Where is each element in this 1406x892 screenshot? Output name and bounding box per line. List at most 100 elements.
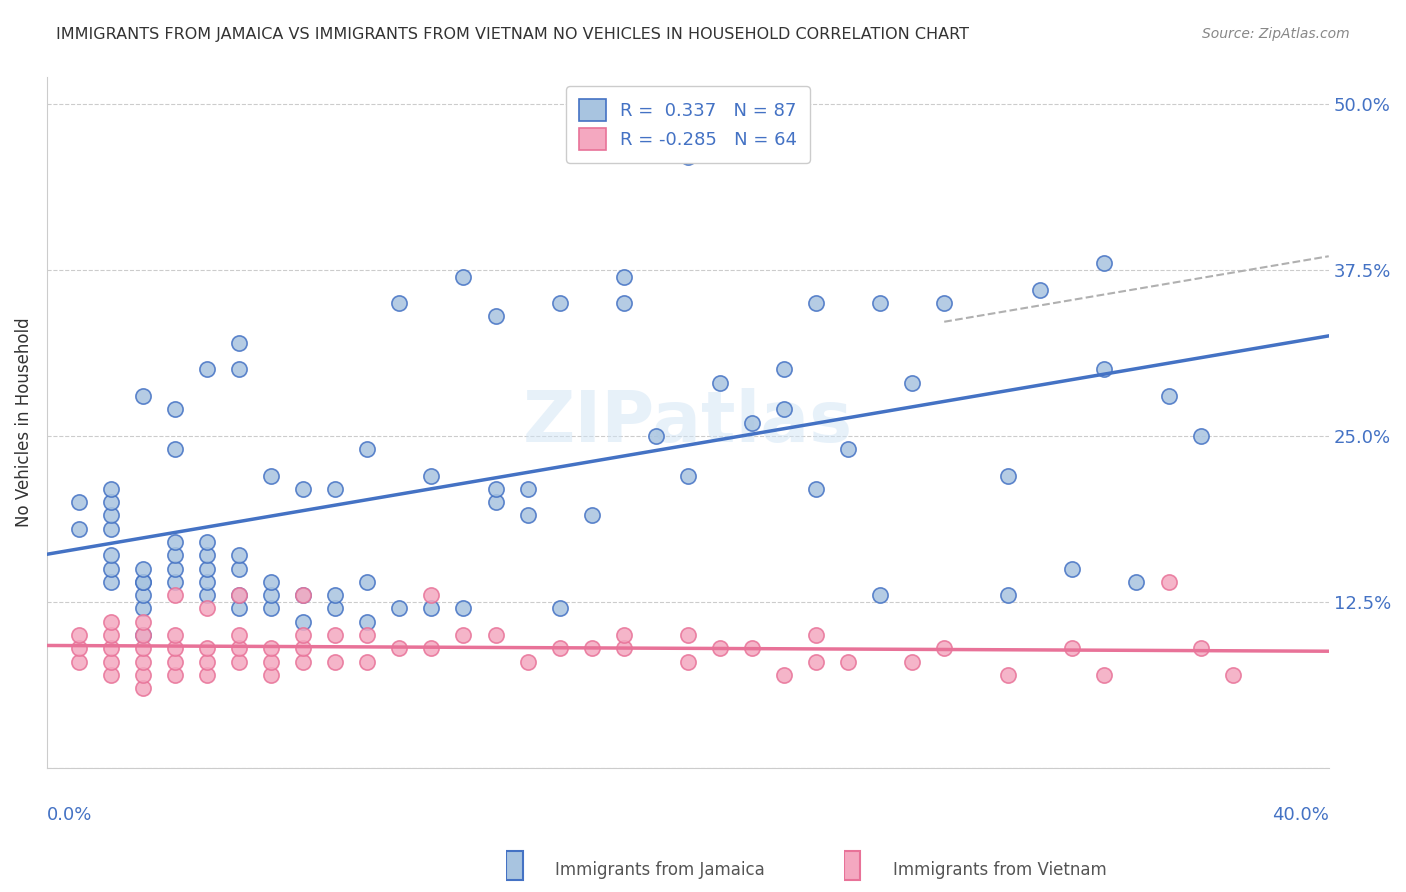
Immigrants from Jamaica (356, 574, 378, 589)
Immigrants from Jamaica (100, 574, 122, 589)
Immigrants from Vietnam (100, 655, 122, 669)
Immigrants from Jamaica (132, 628, 155, 642)
Text: IMMIGRANTS FROM JAMAICA VS IMMIGRANTS FROM VIETNAM NO VEHICLES IN HOUSEHOLD CORR: IMMIGRANTS FROM JAMAICA VS IMMIGRANTS FR… (56, 27, 969, 42)
Immigrants from Jamaica (195, 574, 218, 589)
Immigrants from Jamaica (292, 615, 315, 629)
Immigrants from Jamaica (516, 482, 538, 496)
Immigrants from Vietnam (165, 628, 187, 642)
Immigrants from Jamaica (100, 522, 122, 536)
Immigrants from Jamaica (484, 482, 506, 496)
Immigrants from Vietnam (67, 655, 90, 669)
Immigrants from Jamaica (228, 588, 250, 602)
Immigrants from Jamaica (165, 402, 187, 417)
Immigrants from Vietnam (132, 628, 155, 642)
Immigrants from Jamaica (388, 601, 411, 615)
Immigrants from Jamaica (100, 482, 122, 496)
Text: Immigrants from Jamaica: Immigrants from Jamaica (534, 861, 765, 879)
Immigrants from Jamaica (644, 429, 666, 443)
Immigrants from Jamaica (132, 601, 155, 615)
Immigrants from Vietnam (292, 588, 315, 602)
Immigrants from Jamaica (1125, 574, 1147, 589)
Immigrants from Vietnam (100, 667, 122, 681)
Immigrants from Vietnam (132, 641, 155, 656)
Immigrants from Vietnam (1222, 667, 1244, 681)
Immigrants from Jamaica (709, 376, 731, 390)
Immigrants from Jamaica (260, 588, 283, 602)
Immigrants from Vietnam (741, 641, 763, 656)
Immigrants from Vietnam (613, 628, 636, 642)
Immigrants from Vietnam (901, 655, 924, 669)
Immigrants from Jamaica (260, 574, 283, 589)
Immigrants from Jamaica (869, 588, 891, 602)
Immigrants from Vietnam (453, 628, 475, 642)
Immigrants from Jamaica (997, 468, 1019, 483)
Immigrants from Vietnam (934, 641, 956, 656)
Immigrants from Jamaica (132, 389, 155, 403)
Immigrants from Vietnam (1094, 667, 1116, 681)
Immigrants from Jamaica (1157, 389, 1180, 403)
Immigrants from Jamaica (165, 442, 187, 456)
Immigrants from Vietnam (676, 628, 699, 642)
Immigrants from Jamaica (869, 296, 891, 310)
Immigrants from Jamaica (934, 296, 956, 310)
Immigrants from Jamaica (1189, 429, 1212, 443)
Immigrants from Jamaica (1094, 362, 1116, 376)
Immigrants from Jamaica (741, 416, 763, 430)
Immigrants from Jamaica (676, 150, 699, 164)
Text: 0.0%: 0.0% (46, 805, 93, 823)
Immigrants from Vietnam (100, 628, 122, 642)
Immigrants from Vietnam (420, 641, 443, 656)
Immigrants from Vietnam (484, 628, 506, 642)
Immigrants from Vietnam (132, 655, 155, 669)
Immigrants from Vietnam (228, 628, 250, 642)
Immigrants from Vietnam (804, 655, 827, 669)
Immigrants from Vietnam (228, 655, 250, 669)
Immigrants from Jamaica (228, 362, 250, 376)
Immigrants from Vietnam (997, 667, 1019, 681)
Immigrants from Vietnam (581, 641, 603, 656)
Immigrants from Vietnam (100, 615, 122, 629)
Immigrants from Jamaica (292, 482, 315, 496)
Immigrants from Jamaica (228, 335, 250, 350)
Immigrants from Jamaica (420, 601, 443, 615)
Immigrants from Jamaica (548, 296, 571, 310)
Immigrants from Vietnam (195, 601, 218, 615)
Immigrants from Jamaica (228, 549, 250, 563)
Y-axis label: No Vehicles in Household: No Vehicles in Household (15, 318, 32, 527)
Immigrants from Jamaica (356, 615, 378, 629)
Immigrants from Vietnam (292, 628, 315, 642)
Immigrants from Jamaica (228, 561, 250, 575)
Text: 40.0%: 40.0% (1272, 805, 1329, 823)
Immigrants from Jamaica (420, 468, 443, 483)
Immigrants from Vietnam (165, 667, 187, 681)
Immigrants from Vietnam (804, 628, 827, 642)
Immigrants from Jamaica (165, 535, 187, 549)
Immigrants from Jamaica (228, 601, 250, 615)
Immigrants from Vietnam (195, 667, 218, 681)
Immigrants from Jamaica (1094, 256, 1116, 270)
Immigrants from Jamaica (195, 561, 218, 575)
Immigrants from Jamaica (260, 601, 283, 615)
Immigrants from Jamaica (165, 561, 187, 575)
Immigrants from Jamaica (323, 482, 346, 496)
Immigrants from Vietnam (100, 641, 122, 656)
Text: Source: ZipAtlas.com: Source: ZipAtlas.com (1202, 27, 1350, 41)
Immigrants from Vietnam (260, 667, 283, 681)
Immigrants from Vietnam (323, 628, 346, 642)
Immigrants from Vietnam (356, 628, 378, 642)
Immigrants from Jamaica (901, 376, 924, 390)
Immigrants from Jamaica (581, 508, 603, 523)
Immigrants from Vietnam (260, 641, 283, 656)
Immigrants from Jamaica (100, 508, 122, 523)
Immigrants from Jamaica (613, 269, 636, 284)
Immigrants from Jamaica (165, 549, 187, 563)
Immigrants from Jamaica (453, 601, 475, 615)
Immigrants from Jamaica (613, 296, 636, 310)
Immigrants from Jamaica (132, 574, 155, 589)
Immigrants from Jamaica (100, 561, 122, 575)
Immigrants from Vietnam (1157, 574, 1180, 589)
Immigrants from Vietnam (773, 667, 796, 681)
Immigrants from Vietnam (260, 655, 283, 669)
Immigrants from Vietnam (228, 588, 250, 602)
Immigrants from Vietnam (67, 641, 90, 656)
